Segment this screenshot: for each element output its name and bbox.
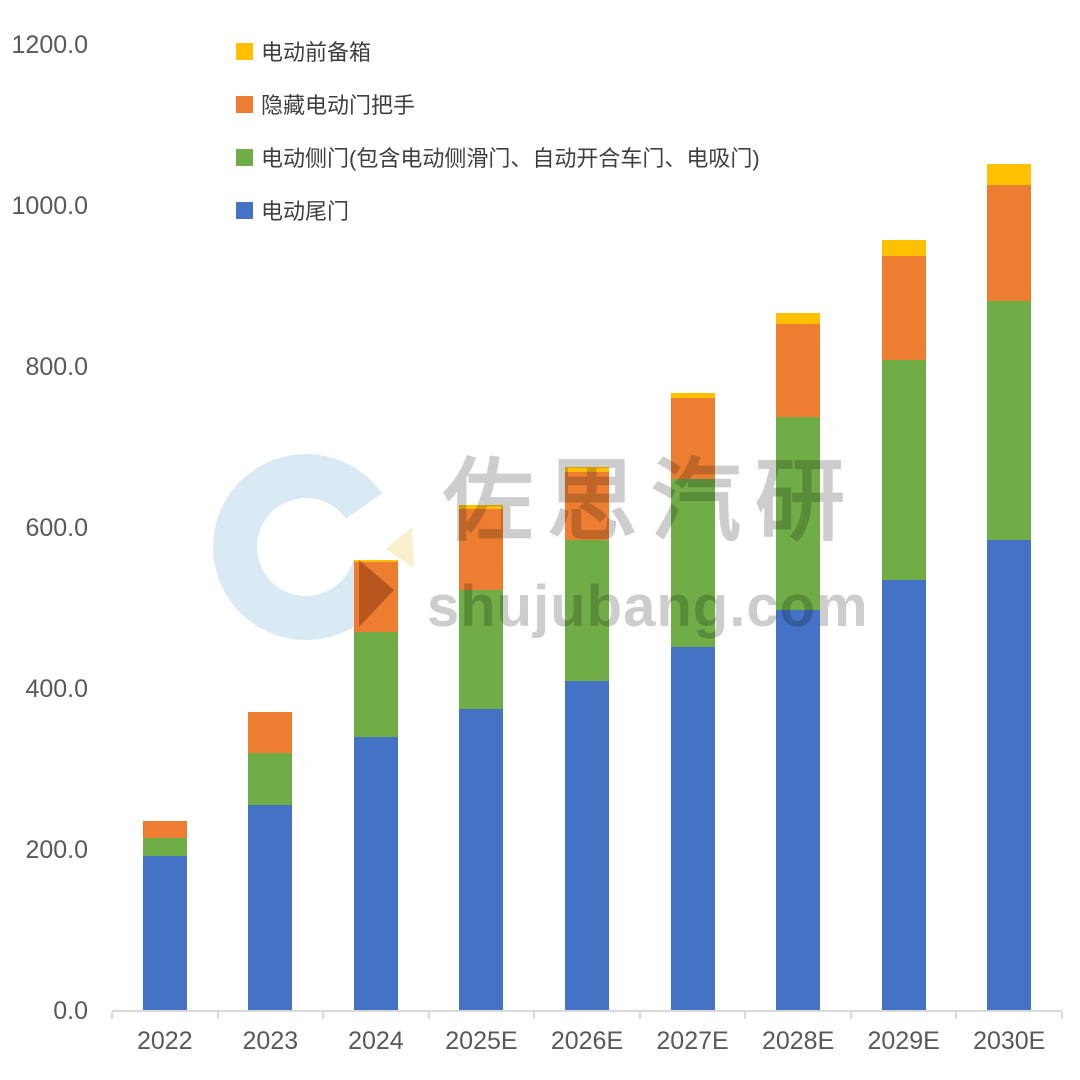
legend-swatch-icon (236, 95, 253, 113)
bar-segment-2028E-orange (776, 324, 821, 417)
x-axis-label: 2022 (136, 1027, 193, 1055)
bar-segment-2025E-blue (459, 709, 504, 1011)
y-axis-label: 200.0 (25, 836, 88, 864)
bar-segment-2026E-green (565, 540, 609, 681)
bar-segment-2022-orange (142, 821, 187, 838)
bar-segment-2030E-yellow (987, 164, 1032, 186)
bar-segment-2027E-yellow (670, 392, 715, 399)
legend-label: 电动前备箱 (261, 40, 372, 65)
x-axis-label: 2029E (867, 1027, 940, 1055)
bar-segment-2029E-green (881, 359, 926, 580)
legend-label: 隐藏电动门把手 (261, 93, 416, 118)
legend-label: 电动尾门 (261, 199, 350, 224)
bar-segment-2029E-yellow (881, 239, 926, 256)
x-axis-line (112, 1010, 1062, 1012)
bar-segment-2025E-yellow (459, 505, 504, 509)
bar-segment-2030E-blue (987, 540, 1032, 1011)
legend-item: 电动侧门(包含电动侧滑门、自动开合车门、电吸门) (236, 146, 760, 171)
x-axis-tick (638, 1012, 641, 1019)
bar-segment-2024-green (353, 631, 398, 738)
x-axis-label: 2025E (445, 1027, 518, 1055)
bar-segment-2026E-yellow (565, 466, 609, 472)
legend-item: 电动尾门 (236, 199, 760, 224)
legend-swatch-icon (236, 148, 253, 166)
bar-segment-2027E-orange (670, 398, 715, 479)
bar-segment-2025E-green (459, 589, 504, 710)
x-axis-label: 2028E (761, 1027, 835, 1055)
legend-item: 电动前备箱 (236, 40, 760, 65)
x-axis-label: 2026E (550, 1027, 624, 1055)
x-axis-tick (1061, 1012, 1063, 1019)
legend-label: 电动侧门(包含电动侧滑门、自动开合车门、电吸门) (261, 146, 760, 171)
x-axis-tick (216, 1012, 219, 1019)
bar-segment-2023-green (248, 752, 293, 805)
x-axis-label: 2023 (242, 1027, 299, 1055)
legend: 电动前备箱隐藏电动门把手电动侧门(包含电动侧滑门、自动开合车门、电吸门) 电动尾门 (236, 40, 760, 252)
y-axis-label: 1000.0 (11, 192, 88, 220)
bar-segment-2028E-green (776, 416, 821, 611)
x-axis-tick (849, 1012, 852, 1019)
bar-segment-2028E-yellow (776, 313, 821, 325)
bar-segment-2027E-green (670, 478, 715, 648)
bar-segment-2023-blue (248, 804, 293, 1011)
bar-segment-2030E-orange (987, 185, 1032, 301)
y-axis-label: 0.0 (53, 997, 88, 1025)
bar-segment-2029E-blue (881, 579, 926, 1011)
y-axis-label: 400.0 (25, 675, 88, 703)
x-axis-label: 2027E (656, 1027, 729, 1055)
x-axis-tick (533, 1012, 536, 1019)
y-axis-label: 1200.0 (11, 31, 88, 59)
bar-segment-2024-blue (353, 737, 398, 1011)
watermark-site-text: shujubang.com (427, 574, 869, 639)
y-axis-label: 600.0 (25, 514, 88, 542)
legend-swatch-icon (236, 42, 253, 60)
arrow-small-icon (386, 527, 414, 568)
bar-segment-2027E-blue (670, 647, 715, 1011)
bar-segment-2029E-orange (881, 255, 926, 360)
bar-segment-2030E-green (987, 300, 1032, 541)
bar-segment-2022-blue (142, 855, 187, 1011)
bar-segment-2026E-orange (565, 471, 609, 541)
bar-segment-2023-orange (248, 711, 293, 753)
x-axis-tick (744, 1012, 747, 1019)
bar-segment-2028E-blue (776, 610, 821, 1011)
x-axis-tick (111, 1012, 113, 1019)
bar-segment-2025E-orange (459, 508, 504, 590)
bar-segment-2022-green (142, 837, 187, 856)
x-axis-tick (955, 1012, 958, 1019)
x-axis-label: 2030E (973, 1027, 1046, 1055)
watermark-brand-text: 佐思汽研 (443, 452, 859, 552)
bar-segment-2024-yellow (353, 560, 398, 562)
legend-item: 隐藏电动门把手 (236, 93, 760, 118)
y-axis-label: 800.0 (25, 353, 88, 381)
x-axis-tick (322, 1012, 325, 1019)
x-axis-label: 2024 (348, 1027, 404, 1055)
arrow-shadow-icon (359, 560, 394, 627)
legend-swatch-icon (236, 201, 253, 219)
x-axis-tick (427, 1012, 430, 1019)
bar-segment-2026E-blue (565, 680, 609, 1011)
